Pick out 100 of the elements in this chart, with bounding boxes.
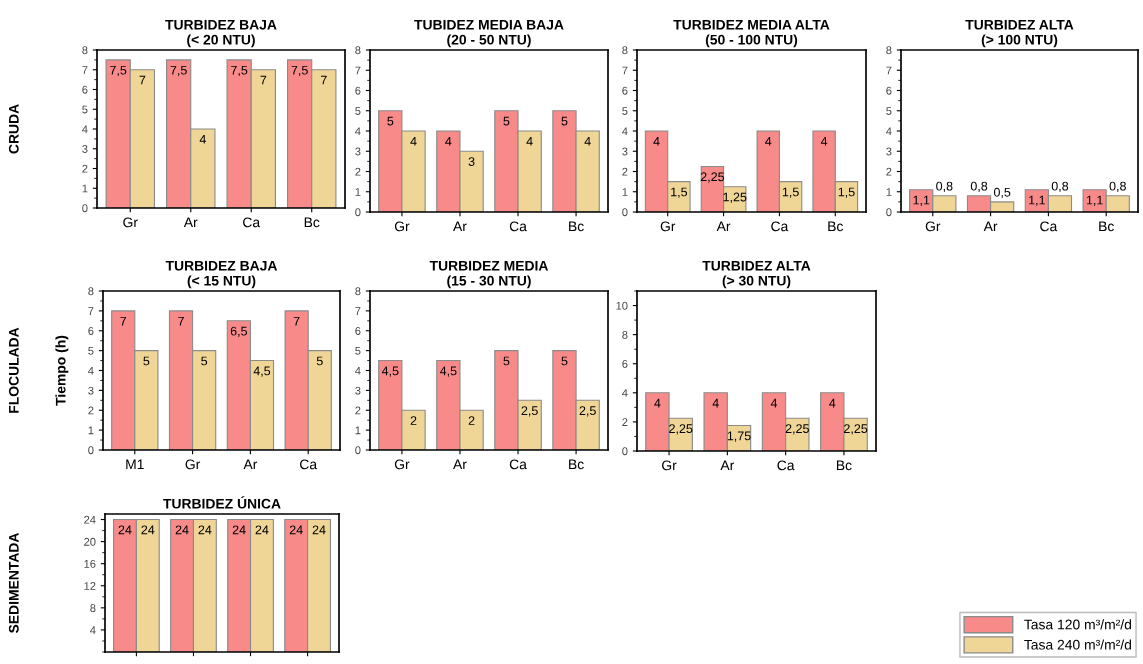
- y-tick-label: 7: [886, 66, 892, 75]
- data-label: 2,5: [521, 406, 538, 417]
- data-label: 5: [316, 356, 323, 366]
- data-label: 0,8: [936, 181, 953, 193]
- y-tick-label: 2: [355, 167, 361, 176]
- x-tick-label: Bc: [304, 217, 320, 228]
- y-tick-label: 6: [886, 86, 892, 95]
- y-tick-label: 1: [622, 188, 628, 196]
- x-tick-label: Gr: [394, 221, 410, 232]
- y-tick-label: 8: [90, 604, 96, 612]
- data-label: 4,5: [381, 366, 399, 377]
- data-label: 24: [312, 525, 326, 535]
- chart-title: TURBIDEZ BAJA (< 15 NTU): [165, 260, 278, 289]
- y-tick-label: 20: [84, 537, 96, 546]
- data-label: 7,5: [170, 65, 187, 77]
- data-label: 24: [232, 525, 246, 535]
- chart-title: TURBIDEZ ALTA (> 30 NTU): [702, 260, 811, 289]
- x-tick-label: Ar: [453, 221, 467, 232]
- data-label: 4: [526, 137, 533, 146]
- y-tick-label: 3: [886, 147, 892, 156]
- data-label: 5: [201, 356, 208, 366]
- y-tick-label: 8: [355, 46, 361, 55]
- data-label: 5: [561, 116, 568, 126]
- y-tick-label: 8: [886, 46, 892, 55]
- y-tick-label: 6: [622, 86, 628, 95]
- y-tick-label: 2: [622, 418, 628, 426]
- y-tick-label: 6: [355, 86, 361, 95]
- data-label: 4: [712, 398, 719, 408]
- y-tick-label: 1: [886, 188, 892, 196]
- y-tick-label: 8: [82, 46, 88, 55]
- y-tick-label: 6: [622, 359, 628, 368]
- data-label: 4: [584, 137, 591, 146]
- x-tick-label: Gr: [185, 459, 201, 470]
- x-tick-label: Ca: [777, 460, 795, 471]
- y-tick-label: 7: [82, 66, 88, 74]
- data-label: 7: [293, 316, 300, 326]
- y-tick-label: 8: [355, 287, 361, 296]
- y-tick-label: 4: [355, 127, 361, 136]
- x-tick-label: Ca: [509, 459, 527, 470]
- y-tick-label: 6: [82, 85, 88, 94]
- data-label: 2,25: [669, 424, 693, 435]
- text: SEDIMENTADA: [8, 532, 19, 634]
- x-tick-label: Ca: [509, 221, 527, 232]
- data-label: 24: [198, 525, 212, 535]
- data-label: 5: [503, 356, 510, 366]
- x-tick-label: Ar: [453, 459, 467, 470]
- data-label: 4: [199, 135, 206, 144]
- data-label: 24: [289, 525, 303, 535]
- x-tick-label: Gr: [123, 217, 138, 228]
- y-tick-label: 1: [355, 188, 361, 196]
- x-tick-label: Gr: [662, 460, 677, 471]
- x-tick-label: Ar: [243, 459, 258, 470]
- y-tick-label: 5: [622, 107, 628, 115]
- y-tick-label: 5: [82, 105, 88, 114]
- y-tick-label: 0: [622, 447, 628, 456]
- data-label: 5: [503, 116, 510, 126]
- data-label: 4: [654, 398, 661, 408]
- y-tick-label: 5: [355, 347, 361, 355]
- data-label: 0,8: [1051, 181, 1069, 193]
- data-label: 7,5: [231, 65, 248, 77]
- y-tick-label: 3: [88, 386, 94, 395]
- data-label: 1,5: [838, 187, 855, 198]
- y-tick-label: 2: [88, 406, 94, 415]
- data-label: 2: [410, 416, 417, 425]
- y-tick-label: 0: [82, 204, 88, 213]
- data-label: 1,75: [727, 431, 751, 442]
- data-label: 5: [387, 116, 394, 126]
- data-label: 2,25: [700, 172, 725, 183]
- data-label: 6,5: [230, 326, 248, 338]
- y-tick-label: 4: [88, 366, 94, 375]
- data-label: 1,1: [1086, 195, 1103, 206]
- data-label: 2,25: [844, 424, 868, 435]
- x-tick-label: Ca: [771, 221, 789, 232]
- chart-title: TURBIDEZ MEDIA ALTA (50 - 100 NTU): [673, 19, 830, 48]
- x-tick-label: Bc: [569, 459, 584, 470]
- data-label: 4,5: [253, 366, 271, 377]
- y-tick-label: 5: [88, 347, 94, 355]
- text: CRUDA: [8, 104, 19, 154]
- data-label: 0,5: [993, 187, 1011, 199]
- data-label: 5: [143, 356, 150, 366]
- data-label: 4: [445, 137, 452, 146]
- data-label: 7,5: [291, 65, 308, 77]
- y-tick-label: 3: [622, 147, 628, 156]
- x-tick-label: Bc: [836, 460, 852, 471]
- x-tick-label: Ca: [243, 217, 261, 228]
- y-axis-title: Tiempo (h): [55, 335, 69, 406]
- data-label: 0,8: [970, 181, 988, 193]
- data-label: 4: [829, 398, 836, 408]
- y-tick-label: 4: [622, 389, 628, 397]
- data-label: 1,1: [913, 195, 930, 206]
- data-label: 1,1: [1029, 195, 1045, 206]
- y-tick-label: 7: [88, 307, 94, 315]
- y-tick-label: 16: [84, 559, 96, 568]
- data-label: 5: [561, 356, 568, 366]
- data-label: 2: [468, 416, 475, 425]
- chart-title: TUBIDEZ MEDIA BAJA (20 - 50 NTU): [414, 19, 564, 48]
- x-tick-label: Gr: [925, 221, 941, 232]
- data-label: 4: [765, 137, 772, 146]
- data-label: 7: [178, 316, 184, 326]
- data-label: 4: [770, 398, 778, 408]
